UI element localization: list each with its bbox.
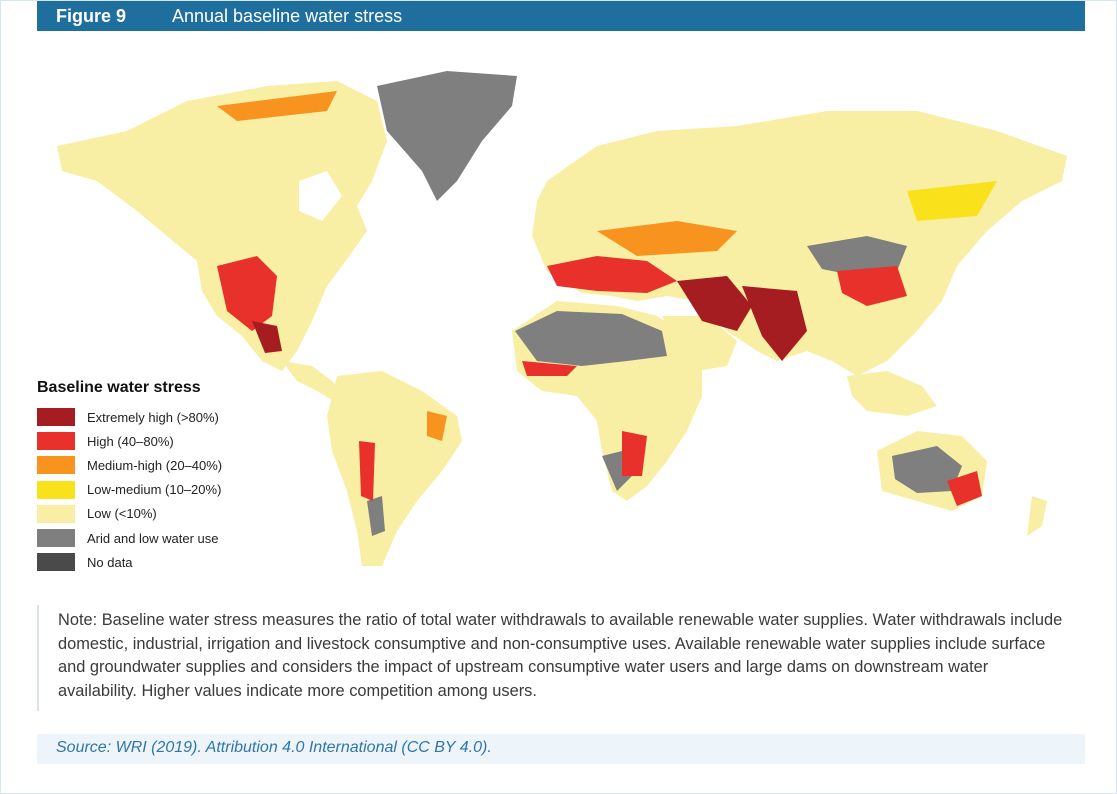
legend-item-high: High (40–80%) xyxy=(37,429,267,453)
stress-mexico xyxy=(252,321,282,353)
arabia-landmass xyxy=(662,316,737,371)
legend-item-extremely-high: Extremely high (>80%) xyxy=(37,405,267,429)
legend-label: Arid and low water use xyxy=(87,530,219,546)
stress-southern-africa xyxy=(622,431,647,476)
stress-western-us xyxy=(217,256,277,331)
legend-swatch xyxy=(37,553,75,572)
stress-middle-east xyxy=(677,276,752,331)
arid-central-asia xyxy=(807,236,907,276)
arid-australia xyxy=(892,446,962,493)
figure-header: Figure 9 Annual baseline water stress xyxy=(37,1,1085,31)
hudson-bay xyxy=(299,171,342,221)
legend-label: No data xyxy=(87,554,133,570)
map-legend: Baseline water stress Extremely high (>8… xyxy=(37,379,267,574)
figure-title: Annual baseline water stress xyxy=(172,5,403,26)
eurasia-landmass xyxy=(532,111,1067,376)
water-stress-map xyxy=(37,31,1085,591)
figure-label: Figure 9 xyxy=(56,5,127,26)
stress-east-asia-lowmedium xyxy=(907,181,997,221)
stress-arctic-canada xyxy=(217,91,337,121)
legend-item-no-data: No data xyxy=(37,550,267,574)
central-america-landmass xyxy=(282,361,347,403)
legend-swatch xyxy=(37,408,75,427)
legend-item-arid: Arid and low water use xyxy=(37,526,267,550)
legend-swatch xyxy=(37,432,75,451)
legend-item-medium-high: Medium-high (20–40%) xyxy=(37,453,267,477)
north-america-landmass xyxy=(57,81,387,371)
arid-patagonia xyxy=(367,496,385,536)
stress-mediterranean xyxy=(547,256,677,293)
legend-label: Low-medium (10–20%) xyxy=(87,482,222,498)
legend-swatch xyxy=(37,456,75,475)
legend-swatch xyxy=(37,504,75,523)
legend-item-low: Low (<10%) xyxy=(37,502,267,526)
figure-note: Note: Baseline water stress measures the… xyxy=(37,605,1085,711)
stress-russia-south xyxy=(597,221,737,256)
legend-label: High (40–80%) xyxy=(87,433,174,449)
legend-title: Baseline water stress xyxy=(37,379,201,396)
stress-north-china xyxy=(837,266,907,306)
world-map xyxy=(57,71,1067,566)
stress-chile xyxy=(359,441,375,501)
stress-sahel xyxy=(522,361,577,376)
legend-swatch xyxy=(37,480,75,499)
arid-sahara xyxy=(515,311,667,366)
legend-label: Low (<10%) xyxy=(87,506,157,522)
stress-southeast-australia xyxy=(947,471,982,506)
new-zealand xyxy=(1027,496,1047,536)
southeast-asia-islands xyxy=(847,371,937,416)
legend-item-low-medium: Low-medium (10–20%) xyxy=(37,478,267,502)
greenland xyxy=(377,71,517,201)
legend-label: Medium-high (20–40%) xyxy=(87,457,223,473)
legend-label: Extremely high (>80%) xyxy=(87,409,219,425)
south-america-landmass xyxy=(327,371,462,566)
figure-source: Source: WRI (2019). Attribution 4.0 Inte… xyxy=(37,734,1085,764)
stress-south-asia xyxy=(742,286,807,361)
legend-swatch xyxy=(37,529,75,548)
stress-brazil-east xyxy=(427,411,447,441)
